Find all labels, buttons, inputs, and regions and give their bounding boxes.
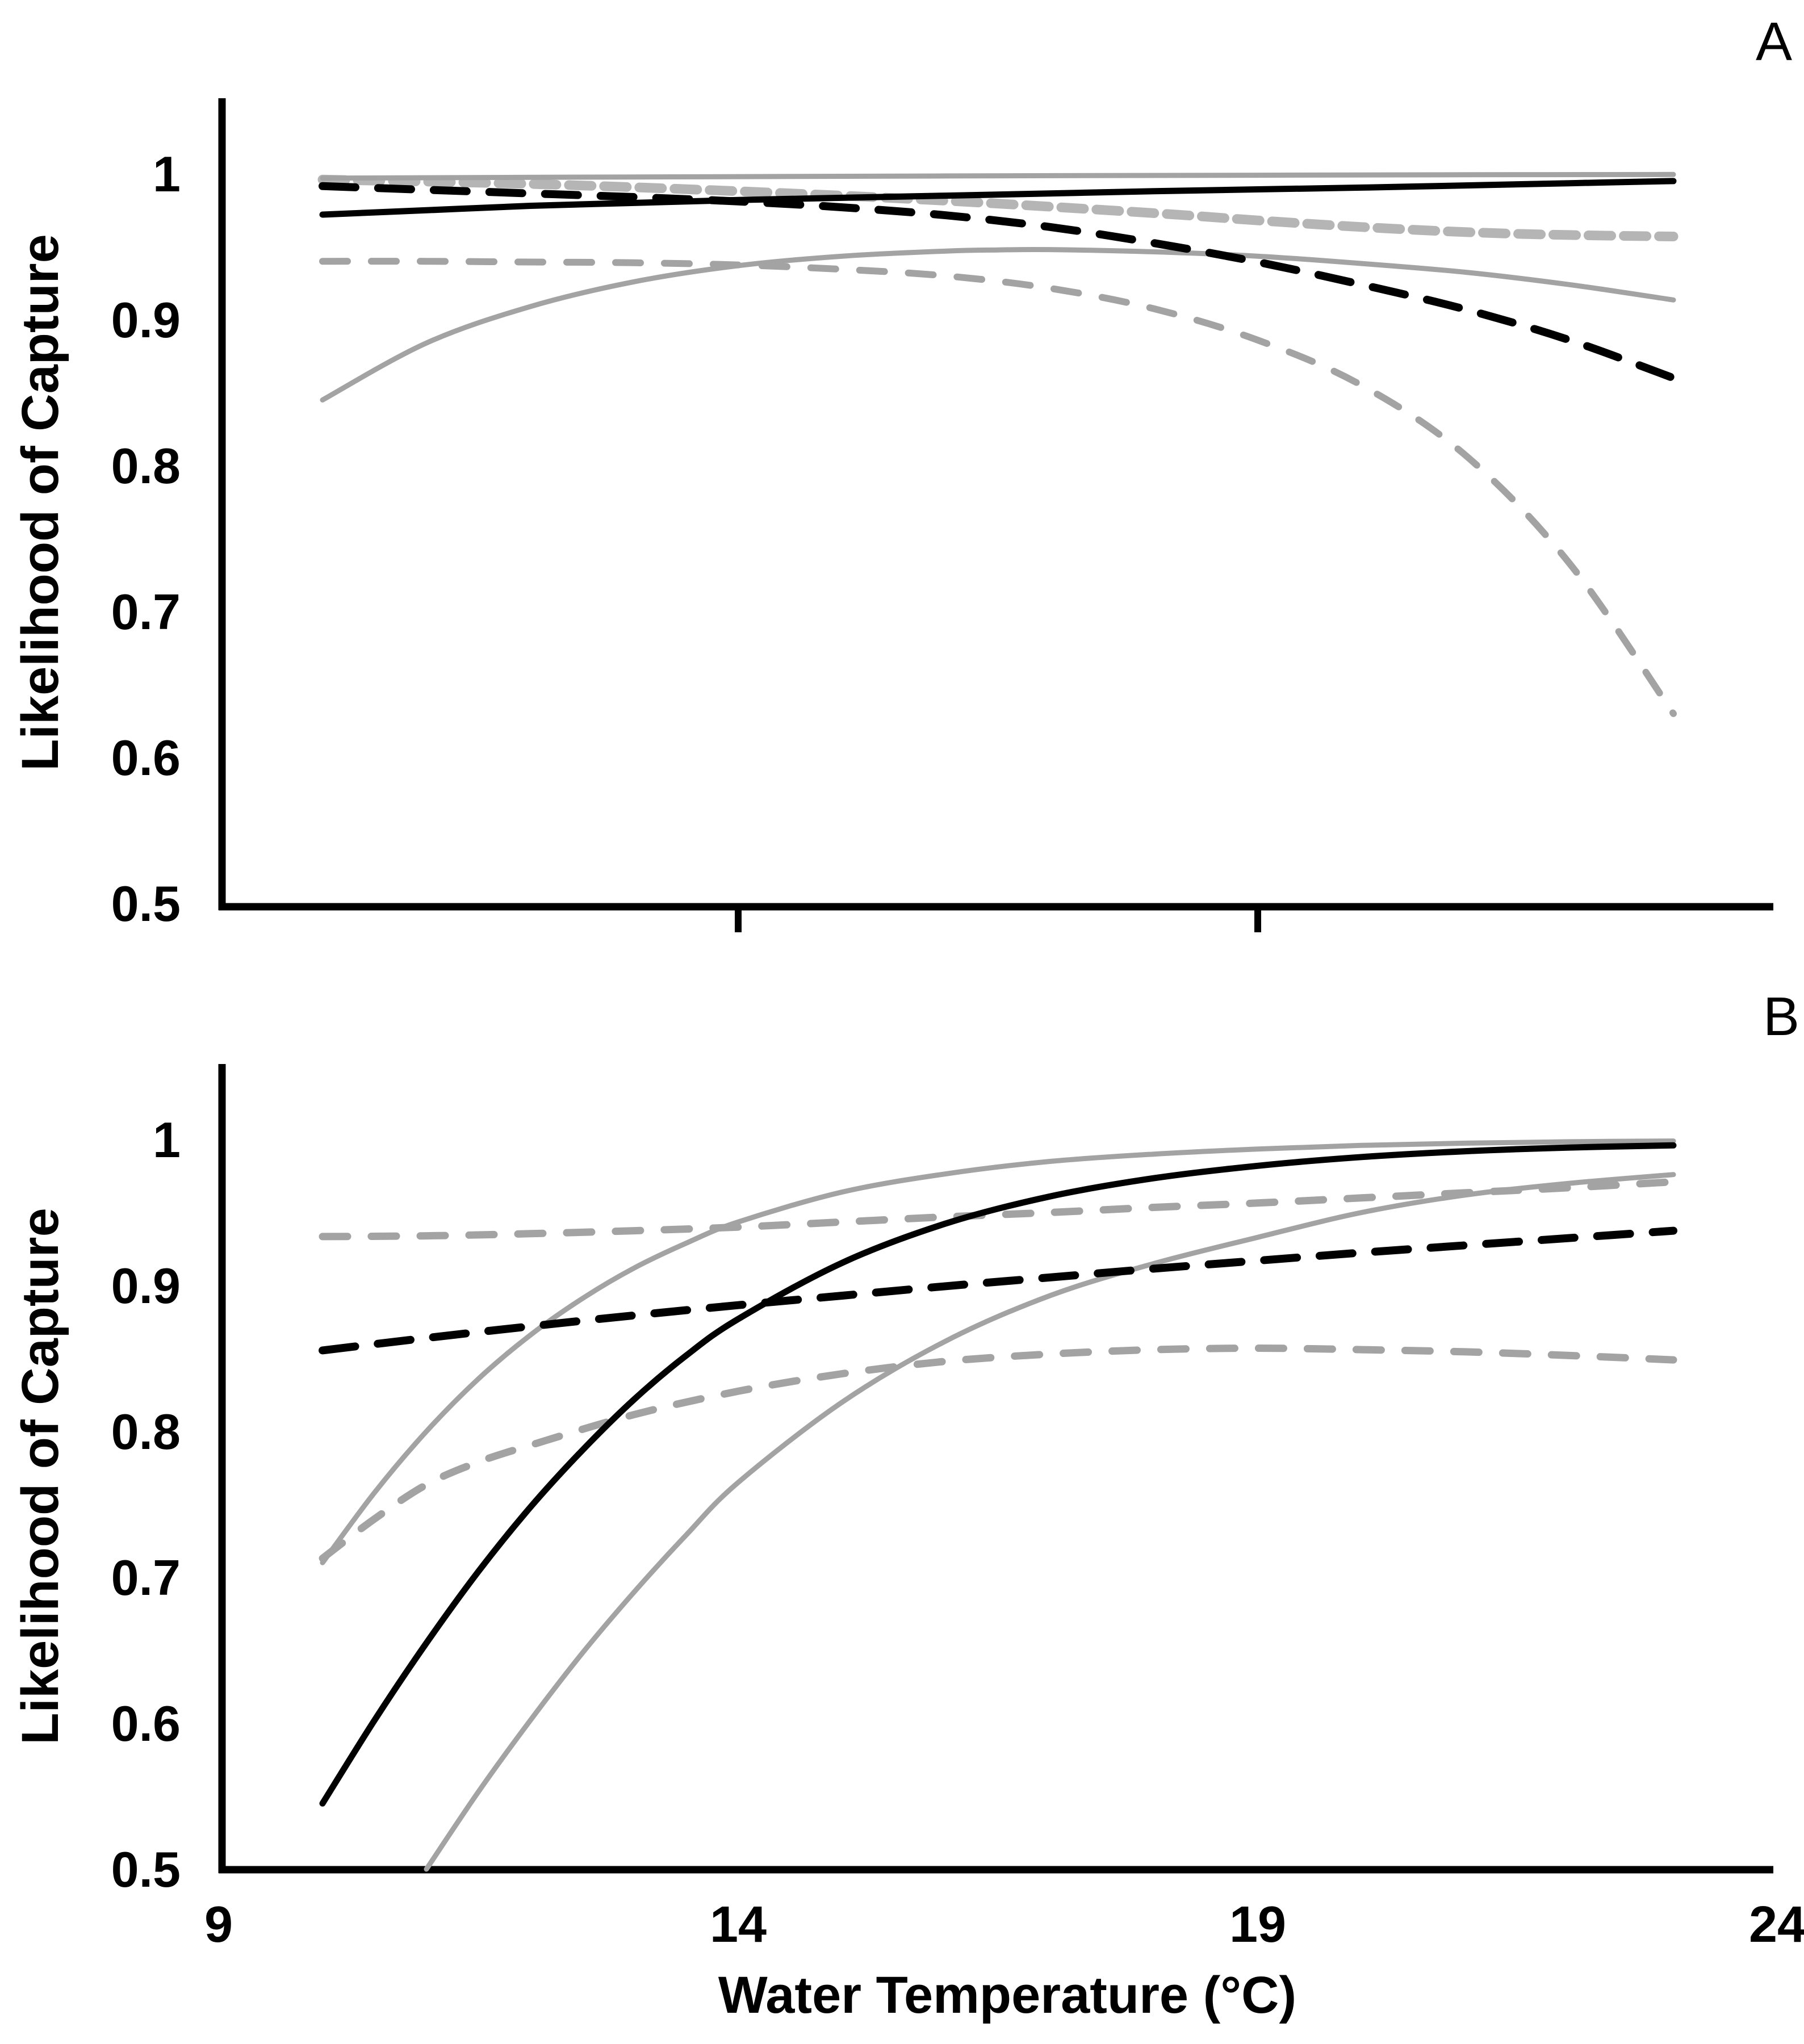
panel-b-gray-solid-lower-ci — [424, 1172, 1676, 1872]
panel-b-ytick-0.5: 0.5 — [111, 1841, 181, 1898]
panel-a-curves — [317, 171, 1679, 717]
panel-b-xtick-9: 9 — [204, 1896, 233, 1953]
panel-a-gray-dashed-lower-ci — [319, 258, 1677, 717]
panel-b-ytick-0.6: 0.6 — [111, 1695, 181, 1752]
panel-a-gray-solid-upper-ci — [320, 171, 1676, 181]
panel-b-xtick-labels: 9 14 19 24 — [204, 1896, 1804, 1953]
panel-b-xtick-24: 24 — [1749, 1896, 1804, 1953]
panel-b-black-solid-mean — [319, 1142, 1677, 1807]
panel-b-curves — [319, 1138, 1677, 1872]
panel-b-ytick-0.8: 0.8 — [111, 1404, 181, 1460]
panel-a-xtick-marks — [735, 907, 1261, 932]
panel-b-gray-dashed-lower-ci — [319, 1344, 1677, 1563]
panel-b: 1 0.9 0.8 0.7 0.6 0.5 9 14 19 24 Likelihood of C… — [11, 986, 1804, 2024]
panel-b-xtick-19: 19 — [1229, 1896, 1286, 1953]
panel-a-ytick-0.8: 0.8 — [111, 438, 181, 494]
panel-a-black-dashed-mean — [319, 182, 1677, 382]
panel-b-ytick-1: 1 — [153, 1112, 181, 1168]
panel-b-black-dashed-mean — [319, 1226, 1677, 1355]
panel-a-gray-dashed-upper-ci — [317, 174, 1679, 241]
panel-b-gray-solid-upper-ci — [320, 1138, 1676, 1565]
panel-a-ytick-0.6: 0.6 — [111, 730, 181, 786]
panel-b-letter: B — [1763, 986, 1799, 1047]
panel-a-y-axis-title: Likelihood of Capture — [11, 234, 69, 771]
panel-b-ytick-labels: 1 0.9 0.8 0.7 0.6 0.5 — [111, 1112, 181, 1898]
panel-b-y-axis-title: Likelihood of Capture — [11, 1208, 69, 1745]
panel-a-ytick-0.9: 0.9 — [111, 292, 181, 348]
panel-a-gray-solid-lower-ci — [320, 246, 1676, 403]
panel-a-ytick-labels: 1 0.9 0.8 0.7 0.6 0.5 — [111, 146, 181, 932]
panel-b-ytick-0.9: 0.9 — [111, 1258, 181, 1314]
x-axis-title: Water Temperature (°C) — [718, 1966, 1296, 2024]
panel-b-ytick-0.7: 0.7 — [111, 1549, 181, 1606]
panel-a-letter: A — [1756, 11, 1792, 72]
panel-a-ytick-0.7: 0.7 — [111, 584, 181, 640]
panel-a-black-solid-mean — [319, 178, 1677, 218]
panel-b-xtick-14: 14 — [710, 1896, 767, 1953]
panel-b-gray-dashed-upper-ci — [319, 1178, 1677, 1241]
panel-a: 1 0.9 0.8 0.7 0.6 0.5 Likelihood of Capture A — [11, 11, 1792, 932]
panel-a-ytick-1: 1 — [153, 146, 181, 202]
panel-a-ytick-0.5: 0.5 — [111, 876, 181, 932]
